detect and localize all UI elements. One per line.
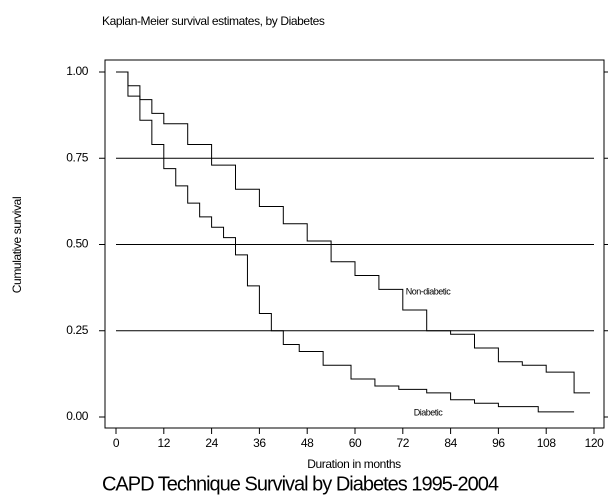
- y-tick-label: 0.75: [66, 150, 88, 164]
- y-tick-label: 0.50: [66, 237, 88, 251]
- y-tick-label: 0.00: [66, 409, 88, 423]
- x-axis-label: Duration in months: [307, 457, 401, 471]
- survival-curve: [116, 71, 575, 413]
- curve-annotation: Non-diabetic: [406, 286, 452, 296]
- survival-curve: [116, 71, 591, 394]
- x-tick-label: 24: [205, 436, 218, 450]
- x-tick-label: 0: [113, 436, 120, 450]
- y-tick-label: 0.25: [66, 323, 88, 337]
- x-tick-label: 60: [349, 436, 362, 450]
- x-tick-label: 72: [397, 436, 410, 450]
- x-tick-label: 84: [444, 436, 457, 450]
- y-axis-label: Cumulative survival: [10, 197, 24, 293]
- x-tick-label: 120: [585, 436, 605, 450]
- x-tick-label: 36: [253, 436, 266, 450]
- x-tick-label: 108: [537, 436, 557, 450]
- y-tick-label: 1.00: [66, 64, 88, 78]
- x-tick-label: 96: [492, 436, 505, 450]
- curve-annotation: Diabetic: [414, 407, 444, 417]
- x-tick-label: 12: [158, 436, 171, 450]
- chart-title: Kaplan-Meier survival estimates, by Diab…: [102, 14, 325, 28]
- chart-caption: CAPD Technique Survival by Diabetes 1995…: [102, 473, 499, 495]
- x-tick-label: 48: [301, 436, 314, 450]
